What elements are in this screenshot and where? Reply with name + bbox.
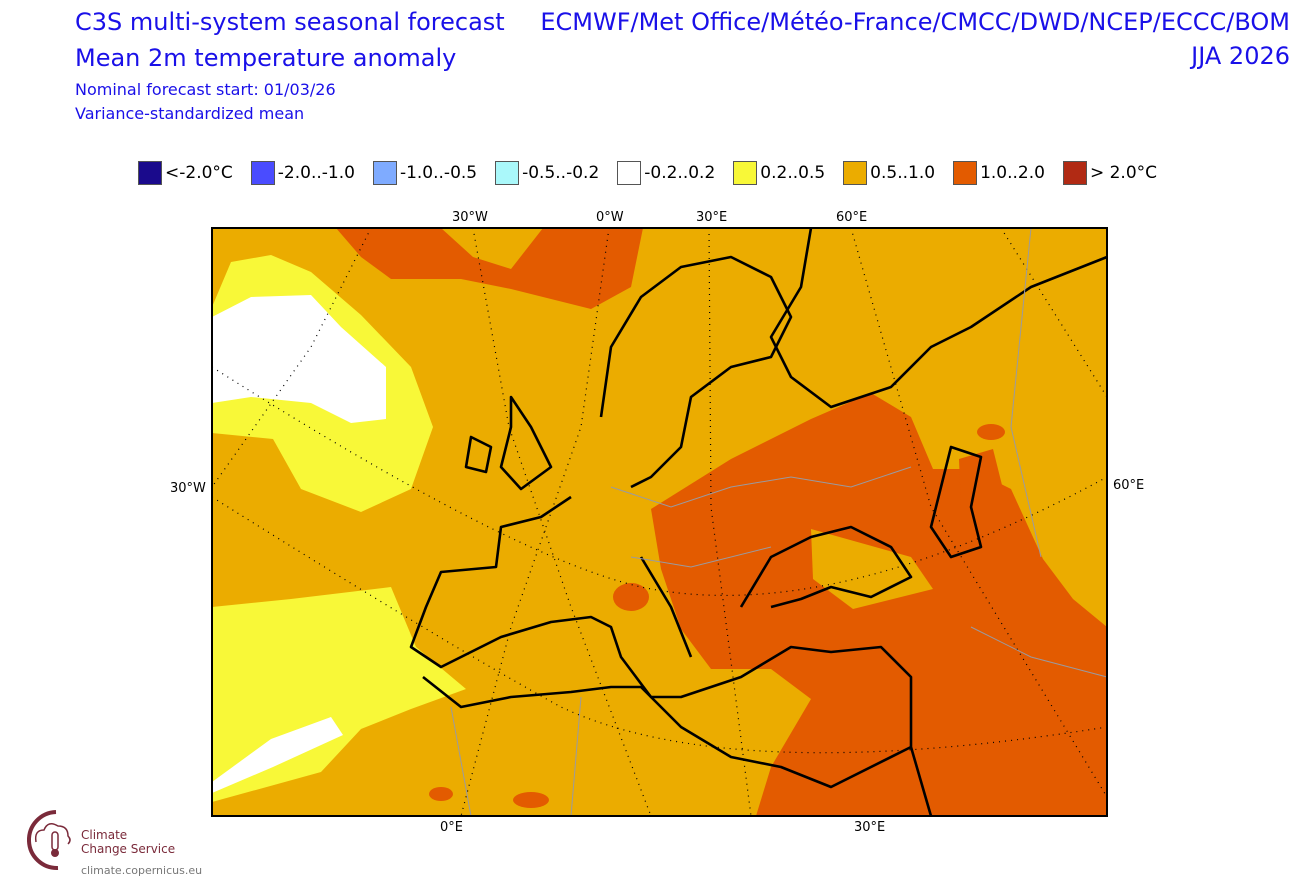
legend-swatch	[495, 161, 520, 185]
borders	[450, 227, 1108, 817]
legend-label: <-2.0°C	[165, 163, 233, 183]
red-region-med1	[429, 787, 453, 801]
legend-swatch	[843, 161, 868, 185]
legend-swatch	[1062, 161, 1087, 185]
anomaly-map	[211, 227, 1108, 817]
graticule	[211, 227, 1108, 817]
legend-label: 1.0..2.0	[980, 163, 1045, 183]
red-region-north	[336, 228, 643, 309]
legend-swatch	[953, 161, 978, 185]
legend-item: -2.0..-1.0	[250, 161, 355, 185]
season-label: JJA 2026	[1191, 42, 1290, 70]
white-region-nw	[212, 295, 386, 423]
legend-item: > 2.0°C	[1062, 161, 1158, 185]
copernicus-logo[interactable]: Climate Change Service climate.copernicu…	[16, 808, 202, 877]
red-region-kara	[977, 424, 1005, 440]
legend-label: 0.5..1.0	[870, 163, 936, 183]
legend-item: -0.5..-0.2	[495, 161, 599, 185]
legend-swatch	[250, 161, 275, 185]
method-label: Variance-standardized mean	[75, 104, 305, 123]
legend-swatch	[372, 161, 397, 185]
systems-label: ECMWF/Met Office/Météo-France/CMCC/DWD/N…	[540, 8, 1290, 36]
title-line1: C3S multi-system seasonal forecast	[75, 8, 505, 36]
logo-line2: Change Service	[81, 842, 176, 856]
coastlines	[409, 227, 1108, 817]
legend-label: -0.2..0.2	[644, 163, 716, 183]
legend-item: 1.0..2.0	[953, 161, 1045, 185]
legend-item: <-2.0°C	[138, 161, 233, 185]
legend-item: -0.2..0.2	[617, 161, 715, 185]
top-label-60e: 60°E	[836, 210, 868, 225]
legend-label: -1.0..-0.5	[399, 163, 478, 183]
title-line2: Mean 2m temperature anomaly	[75, 44, 457, 72]
legend-item: 0.5..1.0	[843, 161, 935, 185]
map-frame	[211, 227, 1108, 817]
red-region-caspian	[959, 449, 1003, 529]
red-region-med2	[513, 792, 549, 808]
right-label-60e: 60°E	[1113, 478, 1145, 493]
legend-label: > 2.0°C	[1089, 163, 1158, 183]
logo-line1: Climate	[81, 828, 128, 842]
top-label-30e: 30°E	[696, 210, 728, 225]
top-label-0w: 0°W	[596, 210, 624, 225]
red-region-med3	[613, 583, 649, 611]
top-label-30w: 30°W	[452, 210, 488, 225]
bottom-label-0e: 0°E	[440, 820, 463, 835]
legend-swatch	[733, 161, 758, 185]
legend-label: -0.5..-0.2	[522, 163, 600, 183]
white-region-sw	[212, 717, 343, 793]
legend-swatch	[617, 161, 642, 185]
legend-item: 0.2..0.5	[733, 161, 825, 185]
legend: <-2.0°C -2.0..-1.0 -1.0..-0.5 -0.5..-0.2 -0.…	[138, 161, 1175, 185]
logo-url[interactable]: climate.copernicus.eu	[81, 864, 203, 877]
legend-label: -2.0..-1.0	[277, 163, 355, 183]
cloud-thermometer-icon	[27, 810, 71, 871]
legend-swatch	[138, 161, 162, 185]
bottom-label-30e: 30°E	[854, 820, 886, 835]
forecast-start: Nominal forecast start: 01/03/26	[75, 80, 336, 99]
legend-label: 0.2..0.5	[760, 163, 826, 183]
legend-item: -1.0..-0.5	[372, 161, 478, 185]
left-label-30w: 30°W	[170, 481, 206, 496]
